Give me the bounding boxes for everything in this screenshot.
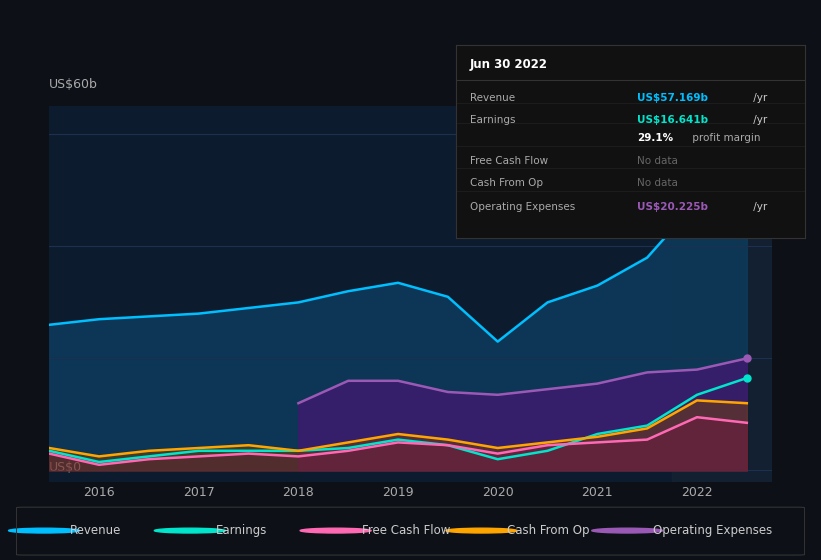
Bar xyxy=(672,106,772,482)
Text: US$60b: US$60b xyxy=(49,78,99,91)
Text: Free Cash Flow: Free Cash Flow xyxy=(470,156,548,166)
Text: /yr: /yr xyxy=(750,93,768,103)
Text: Operating Expenses: Operating Expenses xyxy=(470,202,575,212)
Text: Cash From Op: Cash From Op xyxy=(507,524,590,537)
Text: Revenue: Revenue xyxy=(470,93,515,103)
Text: Cash From Op: Cash From Op xyxy=(470,178,543,188)
Text: Earnings: Earnings xyxy=(470,115,515,125)
Point xyxy=(741,374,754,382)
Circle shape xyxy=(154,528,225,533)
Text: Operating Expenses: Operating Expenses xyxy=(654,524,773,537)
Text: US$0: US$0 xyxy=(49,461,82,474)
Text: No data: No data xyxy=(637,178,678,188)
Text: Earnings: Earnings xyxy=(216,524,267,537)
Text: Revenue: Revenue xyxy=(70,524,122,537)
Text: /yr: /yr xyxy=(750,115,768,125)
Point xyxy=(741,354,754,363)
Text: 29.1%: 29.1% xyxy=(637,133,673,143)
Text: Jun 30 2022: Jun 30 2022 xyxy=(470,58,548,71)
Text: No data: No data xyxy=(637,156,678,166)
Circle shape xyxy=(8,528,80,533)
Text: /yr: /yr xyxy=(750,202,768,212)
Circle shape xyxy=(300,528,371,533)
Text: US$57.169b: US$57.169b xyxy=(637,93,708,103)
Point xyxy=(741,147,754,156)
Circle shape xyxy=(592,528,663,533)
Text: profit margin: profit margin xyxy=(690,133,761,143)
Text: US$16.641b: US$16.641b xyxy=(637,115,709,125)
Text: Free Cash Flow: Free Cash Flow xyxy=(361,524,450,537)
Circle shape xyxy=(446,528,517,533)
Text: US$20.225b: US$20.225b xyxy=(637,202,708,212)
